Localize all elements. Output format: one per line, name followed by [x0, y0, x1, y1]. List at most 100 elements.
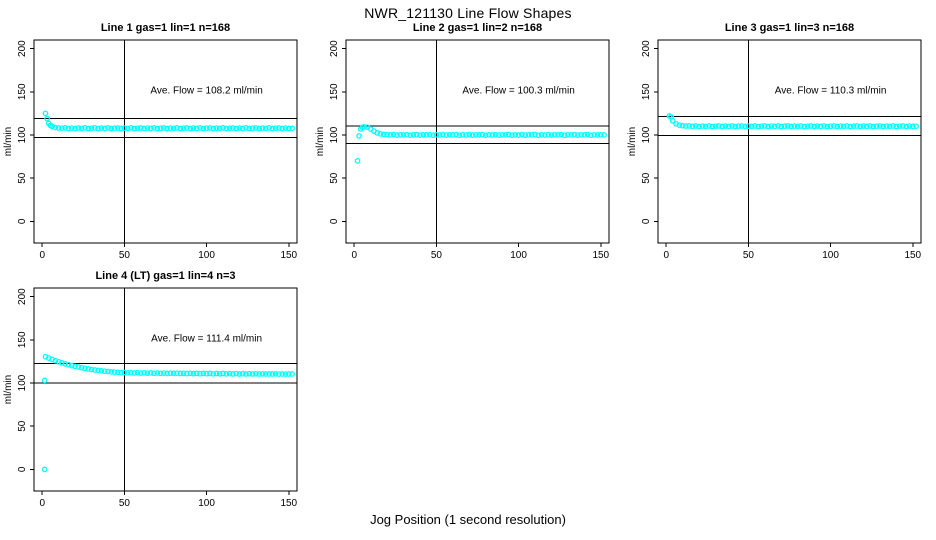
data-point [436, 132, 443, 138]
data-point [41, 377, 48, 384]
data-point [857, 123, 864, 130]
data-point [712, 123, 719, 130]
data-point [356, 133, 362, 139]
data-point [696, 123, 702, 130]
data-point [108, 369, 115, 375]
data-point [180, 370, 187, 377]
data-point [496, 132, 502, 138]
data-point [276, 371, 282, 377]
data-point [141, 125, 147, 132]
data-point [397, 131, 404, 138]
data-point [834, 123, 841, 130]
ave-flow-annotation: Ave. Flow = 111.4 ml/min [151, 334, 262, 345]
data-point [669, 117, 676, 124]
data-point [538, 131, 545, 138]
data-point [213, 370, 220, 377]
data-point [476, 132, 482, 138]
data-point [817, 123, 824, 130]
data-point [131, 370, 138, 376]
data-point [193, 370, 200, 377]
y-tick-label: 150 [17, 331, 28, 348]
data-point [55, 358, 62, 365]
data-point [545, 131, 552, 138]
data-point [65, 361, 72, 368]
data-point [220, 125, 226, 131]
data-point [821, 123, 827, 129]
data-point [601, 132, 607, 138]
data-point [59, 125, 65, 132]
x-tick-label: 150 [592, 250, 609, 261]
data-point [72, 363, 78, 370]
data-point [361, 123, 367, 130]
data-point [686, 123, 693, 129]
data-point [387, 132, 394, 138]
data-point [824, 123, 831, 130]
x-tick-label: 50 [743, 250, 755, 261]
data-point [840, 123, 847, 130]
data-point [505, 131, 512, 138]
data-point [709, 123, 716, 130]
data-point [440, 131, 446, 138]
data-point [131, 125, 138, 132]
data-point [190, 125, 197, 131]
data-point [489, 132, 496, 138]
data-point [177, 125, 184, 132]
x-tick-label: 100 [198, 250, 215, 261]
subplot-title: Line 1 gas=1 lin=1 n=168 [101, 22, 230, 34]
data-point [88, 366, 95, 373]
data-point [134, 369, 141, 376]
data-point [236, 371, 243, 377]
data-point [525, 131, 532, 138]
data-point [207, 125, 213, 131]
data-point [384, 131, 390, 138]
ave-flow-annotation: Ave. Flow = 100.3 ml/min [462, 86, 574, 97]
y-tick-label: 150 [641, 83, 652, 100]
data-point [62, 125, 69, 131]
data-point [574, 132, 581, 138]
x-tick-label: 0 [351, 250, 357, 261]
data-point [702, 123, 709, 130]
data-point [417, 132, 423, 138]
data-points [666, 113, 919, 130]
data-point [282, 125, 289, 131]
plot-box [33, 287, 298, 492]
ave-flow-annotation: Ave. Flow = 108.2 ml/min [150, 86, 262, 97]
data-point [141, 369, 147, 376]
data-point [243, 125, 249, 131]
data-point [354, 158, 361, 164]
data-point [161, 370, 167, 376]
data-points [42, 110, 295, 132]
data-point [591, 131, 598, 138]
data-point [230, 371, 236, 377]
y-tick-label: 200 [17, 40, 28, 57]
data-point [137, 125, 144, 131]
data-point [551, 131, 558, 138]
data-point [742, 123, 748, 130]
data-point [95, 125, 101, 132]
data-point [272, 125, 279, 132]
x-tick-label: 0 [663, 250, 669, 261]
x-tick-label: 0 [39, 498, 45, 509]
data-point [426, 131, 433, 138]
data-point [729, 123, 735, 129]
data-point [266, 371, 272, 377]
data-point [781, 123, 788, 130]
data-point [738, 123, 745, 129]
data-point [75, 125, 82, 131]
data-point [588, 132, 594, 139]
y-tick-label: 200 [329, 40, 340, 57]
y-tick-label: 100 [641, 126, 652, 143]
data-point [253, 370, 259, 377]
data-point [285, 125, 292, 132]
data-point [689, 123, 696, 130]
data-point [285, 371, 292, 377]
data-point [844, 123, 850, 129]
data-point [233, 370, 240, 377]
data-point [108, 125, 115, 132]
data-point [400, 132, 407, 138]
data-point [164, 370, 170, 377]
x-tick-label: 100 [822, 250, 839, 261]
data-point [403, 131, 410, 138]
data-point [91, 125, 98, 131]
